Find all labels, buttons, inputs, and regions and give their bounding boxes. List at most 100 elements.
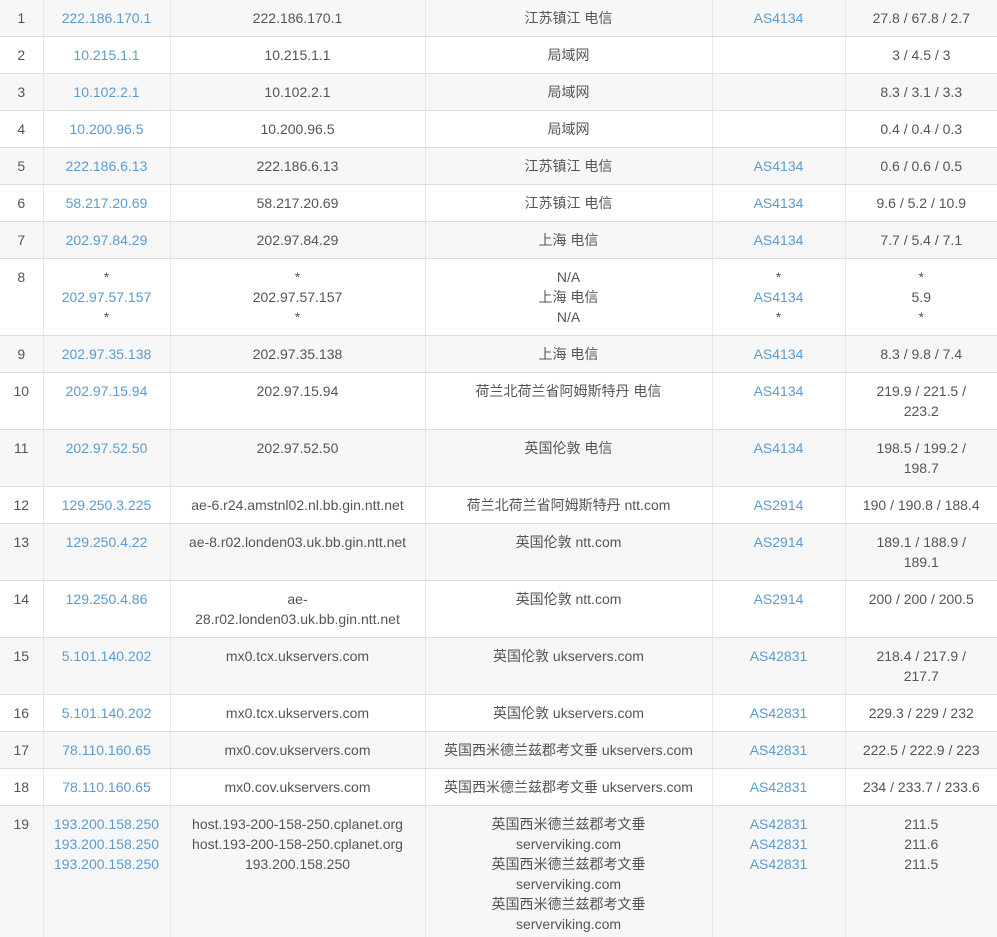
asn-link[interactable]: AS2914 — [753, 591, 804, 607]
location-cell: 英国伦敦 ntt.com — [425, 580, 713, 638]
location-line: 江苏镇江 电信 — [524, 195, 613, 211]
hop-line: 3 — [17, 84, 26, 100]
asn-link[interactable]: AS4134 — [753, 346, 804, 362]
ip-cell: * 202.97.57.157 * — [43, 258, 171, 336]
table-row: 14 129.250.4.86 ae- 28.r02.londen03.uk.bb.g… — [0, 580, 997, 638]
location-line: 局域网 — [547, 84, 590, 100]
host-cell: mx0.tcx.ukservers.com — [170, 694, 426, 732]
latency-line: 8.3 / 9.8 / 7.4 — [880, 346, 963, 362]
ip-line: * — [103, 269, 110, 285]
table-row: 17 78.110.160.65 mx0.cov.ukservers.com 英国西米… — [0, 731, 997, 769]
hop-cell: 16 — [0, 694, 44, 732]
asn-cell: AS42831 — [712, 694, 846, 732]
host-cell: host.193-200-158-250.cplanet.org host.193… — [170, 805, 426, 937]
asn-cell: AS4134 — [712, 184, 846, 222]
latency-line: 8.3 / 3.1 / 3.3 — [880, 84, 963, 100]
asn-link[interactable]: AS42831 — [749, 856, 808, 872]
ip-cell: 58.217.20.69 — [43, 184, 171, 222]
asn-link[interactable]: AS2914 — [753, 534, 804, 550]
asn-link[interactable]: AS4134 — [753, 289, 804, 305]
ip-link[interactable]: 10.215.1.1 — [73, 47, 140, 63]
asn-link[interactable]: AS4134 — [753, 440, 804, 456]
asn-line: AS4134 — [723, 193, 835, 213]
location-cell: 英国西米德兰兹郡考文垂 ukservers.com — [425, 768, 713, 806]
host-line: 193.200.158.250 — [244, 856, 351, 872]
ip-link[interactable]: 129.250.3.225 — [61, 497, 152, 513]
ip-link[interactable]: 202.97.35.138 — [61, 346, 152, 362]
table-row: 3 10.102.2.1 10.102.2.1 局域网 8.3 / 3.1 / 3.3 — [0, 73, 997, 111]
hop-cell: 12 — [0, 486, 44, 524]
ip-link[interactable]: 193.200.158.250 — [53, 816, 160, 832]
ip-link[interactable]: 193.200.158.250 — [53, 836, 160, 852]
ip-cell: 193.200.158.250 193.200.158.250 193.200.15… — [43, 805, 171, 937]
ip-link[interactable]: 202.97.15.94 — [65, 383, 148, 399]
location-cell: 英国伦敦 电信 — [425, 429, 713, 487]
ip-line: 5.101.140.202 — [54, 646, 160, 666]
latency-cell: 0.6 / 0.6 / 0.5 — [845, 147, 997, 185]
location-line: serverviking.com — [515, 916, 622, 932]
ip-link[interactable]: 193.200.158.250 — [53, 856, 160, 872]
ip-link[interactable]: 10.200.96.5 — [69, 121, 144, 137]
table-row: 5 222.186.6.13 222.186.6.13 江苏镇江 电信 AS4134 0.… — [0, 147, 997, 185]
ip-link[interactable]: 129.250.4.86 — [65, 591, 148, 607]
ip-link[interactable]: 58.217.20.69 — [65, 195, 148, 211]
asn-link[interactable]: AS4134 — [753, 383, 804, 399]
asn-link[interactable]: AS4134 — [753, 158, 804, 174]
location-line: N/A — [556, 309, 581, 325]
asn-link[interactable]: AS4134 — [753, 10, 804, 26]
ip-link[interactable]: 222.186.170.1 — [61, 10, 152, 26]
asn-link[interactable]: AS4134 — [753, 195, 804, 211]
asn-link[interactable]: AS42831 — [749, 705, 808, 721]
latency-line: 223.2 — [903, 403, 939, 419]
host-cell: 222.186.170.1 — [170, 0, 426, 37]
asn-cell: AS42831 — [712, 637, 846, 695]
asn-cell: AS2914 — [712, 486, 846, 524]
asn-line: AS4134 — [723, 230, 835, 250]
location-cell: 局域网 — [425, 110, 713, 148]
ip-cell: 10.200.96.5 — [43, 110, 171, 148]
ip-cell: 129.250.3.225 — [43, 486, 171, 524]
ip-line: 202.97.35.138 — [54, 344, 160, 364]
ip-link[interactable]: 5.101.140.202 — [61, 648, 152, 664]
ip-link[interactable]: 5.101.140.202 — [61, 705, 152, 721]
latency-line: 5.9 — [911, 289, 931, 305]
asn-cell: AS2914 — [712, 580, 846, 638]
asn-link[interactable]: AS42831 — [749, 648, 808, 664]
asn-line: AS42831 — [723, 777, 835, 797]
asn-line: AS42831 — [723, 854, 835, 874]
ip-link[interactable]: 78.110.160.65 — [62, 742, 151, 758]
latency-cell: 0.4 / 0.4 / 0.3 — [845, 110, 997, 148]
asn-cell: AS4134 — [712, 372, 846, 430]
ip-link[interactable]: 10.102.2.1 — [73, 84, 140, 100]
hop-line: 15 — [13, 648, 30, 664]
ip-link[interactable]: 202.97.57.157 — [61, 289, 152, 305]
asn-link[interactable]: AS42831 — [749, 742, 808, 758]
asn-link[interactable]: AS42831 — [749, 779, 808, 795]
asn-line: AS42831 — [723, 740, 835, 760]
location-line: 英国西米德兰兹郡考文垂 ukservers.com — [444, 779, 693, 795]
location-line: 上海 电信 — [538, 232, 599, 248]
hop-cell: 9 — [0, 335, 44, 373]
asn-line: * — [775, 269, 782, 285]
asn-link[interactable]: AS4134 — [753, 232, 804, 248]
ip-line: * — [103, 309, 110, 325]
ip-link[interactable]: 129.250.4.22 — [65, 534, 148, 550]
host-cell: mx0.cov.ukservers.com — [170, 768, 426, 806]
host-cell: 202.97.35.138 — [170, 335, 426, 373]
asn-link[interactable]: AS42831 — [749, 836, 808, 852]
ip-cell: 202.97.35.138 — [43, 335, 171, 373]
ip-link[interactable]: 202.97.84.29 — [65, 232, 148, 248]
table-row: 8 * 202.97.57.157 * * 202.97.57.157 * N/A 上海 电信 N… — [0, 258, 997, 336]
location-cell: 英国伦敦 ukservers.com — [425, 637, 713, 695]
latency-line: 211.5 — [904, 856, 939, 872]
location-cell: 局域网 — [425, 36, 713, 74]
ip-link[interactable]: 202.97.52.50 — [65, 440, 148, 456]
hop-line: 1 — [17, 10, 26, 26]
ip-link[interactable]: 222.186.6.13 — [65, 158, 148, 174]
asn-link[interactable]: AS2914 — [753, 497, 804, 513]
ip-link[interactable]: 78.110.160.65 — [62, 779, 151, 795]
asn-link[interactable]: AS42831 — [749, 816, 808, 832]
asn-line: AS4134 — [723, 8, 835, 28]
ip-line: 10.215.1.1 — [54, 45, 160, 65]
latency-line: * — [918, 269, 924, 285]
